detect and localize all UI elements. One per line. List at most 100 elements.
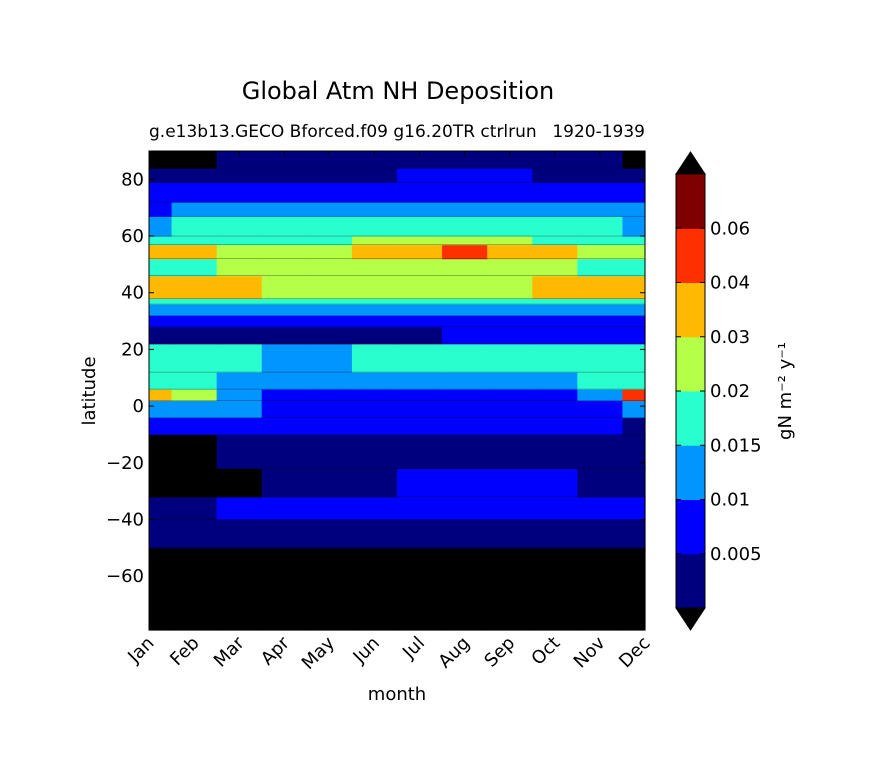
contour-cell <box>171 216 218 237</box>
contour-cell <box>532 343 578 373</box>
contour-cell <box>442 496 488 521</box>
colorbar-tick-label: 0.06 <box>710 218 750 239</box>
contour-cell <box>487 496 533 521</box>
contour-cell <box>216 202 263 217</box>
x-tick-label: Feb <box>166 633 203 670</box>
contour-cell <box>149 275 173 299</box>
x-tick-label: Nov <box>570 632 610 672</box>
contour-cell <box>216 151 263 169</box>
contour-cell <box>351 182 398 203</box>
contour-cell <box>532 547 578 631</box>
contour-cell <box>622 244 646 260</box>
contour-cell <box>216 400 263 419</box>
contour-cell <box>532 400 578 419</box>
contour-cell <box>306 216 353 237</box>
contour-cell <box>149 182 173 203</box>
contour-cell <box>351 389 398 402</box>
contour-cell <box>306 315 353 328</box>
y-tick-label: −60 <box>106 566 144 587</box>
contour-cell <box>261 244 308 260</box>
contour-cell <box>487 151 533 169</box>
contour-cell <box>442 202 488 217</box>
contour-cell <box>216 326 263 345</box>
contour-cell <box>149 400 173 419</box>
contour-cell <box>306 258 353 277</box>
chart-subtitle-right: 1920-1939 <box>552 122 645 142</box>
chart-title: Global Atm NH Deposition <box>242 77 555 105</box>
contour-cell <box>442 182 488 203</box>
contour-cell <box>306 400 353 419</box>
contour-cell <box>487 258 533 277</box>
contour-cell <box>397 298 443 305</box>
contour-cell <box>487 182 533 203</box>
x-tick-label: Jan <box>123 633 158 668</box>
contour-cell <box>216 168 263 183</box>
contour-cell <box>261 304 308 316</box>
contour-cell <box>149 258 173 277</box>
x-tick-label: Sep <box>480 633 519 672</box>
contour-cell <box>577 326 624 345</box>
contour-cell <box>171 434 218 470</box>
contour-cell <box>171 168 218 183</box>
contour-cell <box>487 202 533 217</box>
contour-cell <box>442 372 488 390</box>
y-axis-label: latitude <box>79 356 100 425</box>
contour-cell <box>216 182 263 203</box>
contour-cell <box>171 202 218 217</box>
contour-cell <box>532 244 578 260</box>
contour-cell <box>397 400 443 419</box>
contour-cell <box>171 315 218 328</box>
contour-cell <box>442 275 488 299</box>
contour-cell <box>622 315 646 328</box>
contour-cell <box>577 182 624 203</box>
contour-cell <box>622 496 646 521</box>
contour-cell <box>532 151 578 169</box>
contour-cell <box>216 236 263 246</box>
contour-cell <box>577 434 624 470</box>
contour-cell <box>532 519 578 549</box>
contour-cell <box>261 315 308 328</box>
contour-cell <box>397 496 443 521</box>
contour-cell <box>487 298 533 305</box>
contour-cell <box>306 519 353 549</box>
contour-cell <box>261 216 308 237</box>
contour-cell <box>351 519 398 549</box>
contour-cell <box>622 389 646 402</box>
contour-cell <box>261 236 308 246</box>
contour-cell <box>171 468 218 498</box>
contour-cell <box>216 304 263 316</box>
colorbar-tick-label: 0.01 <box>710 490 750 511</box>
contour-cell <box>171 343 218 373</box>
contour-cell <box>532 258 578 277</box>
contour-cell <box>487 389 533 402</box>
contour-cell <box>149 496 173 521</box>
contour-cell <box>397 258 443 277</box>
contour-cell <box>261 298 308 305</box>
contour-cell <box>577 519 624 549</box>
contour-cell <box>577 236 624 246</box>
colorbar-extend-top <box>675 151 706 175</box>
x-tick-label: Apr <box>257 632 294 669</box>
colorbar-segment <box>676 553 705 609</box>
contour-cell <box>149 326 173 345</box>
colorbar-segment <box>676 228 705 283</box>
contour-cell <box>487 519 533 549</box>
contour-cell <box>487 236 533 246</box>
contour-cell <box>149 417 173 436</box>
plot-frame <box>148 150 646 631</box>
contour-cell <box>442 304 488 316</box>
contour-cell <box>171 304 218 316</box>
contour-cell <box>487 304 533 316</box>
contour-cell <box>149 315 173 328</box>
contour-cell <box>397 168 443 183</box>
contour-cell <box>532 315 578 328</box>
contour-cell <box>171 519 218 549</box>
contour-cell <box>149 468 173 498</box>
contour-cell <box>397 182 443 203</box>
contour-cell <box>171 400 218 419</box>
colorbar-segment <box>676 445 705 500</box>
contour-cell <box>397 389 443 402</box>
contour-cell <box>397 372 443 390</box>
contour-cell <box>306 468 353 498</box>
